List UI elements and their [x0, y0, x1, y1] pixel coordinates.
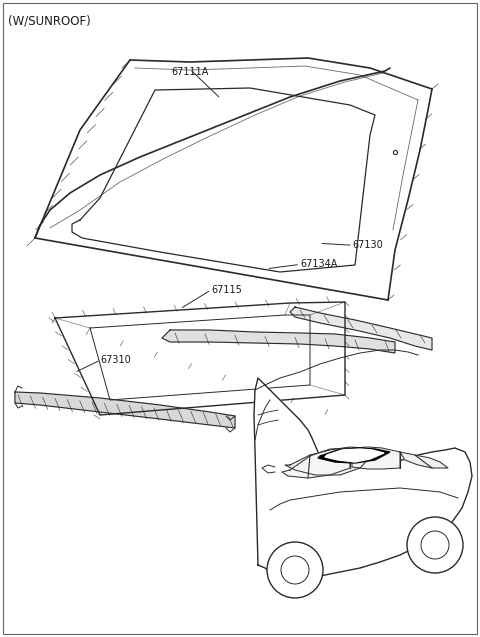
Polygon shape	[352, 447, 400, 469]
Text: 67111A: 67111A	[171, 67, 208, 77]
Polygon shape	[285, 447, 375, 475]
Text: 67134A: 67134A	[300, 259, 337, 269]
Circle shape	[407, 517, 463, 573]
Text: 67130: 67130	[353, 240, 384, 250]
Polygon shape	[282, 448, 350, 478]
Polygon shape	[254, 378, 472, 578]
Polygon shape	[325, 449, 384, 462]
Text: 67115: 67115	[211, 285, 242, 295]
Text: (W/SUNROOF): (W/SUNROOF)	[8, 15, 91, 28]
Polygon shape	[318, 448, 390, 463]
Polygon shape	[290, 307, 432, 350]
Text: 67310: 67310	[101, 355, 132, 365]
Polygon shape	[400, 452, 448, 468]
Polygon shape	[15, 392, 235, 428]
Polygon shape	[162, 330, 395, 353]
Circle shape	[267, 542, 323, 598]
